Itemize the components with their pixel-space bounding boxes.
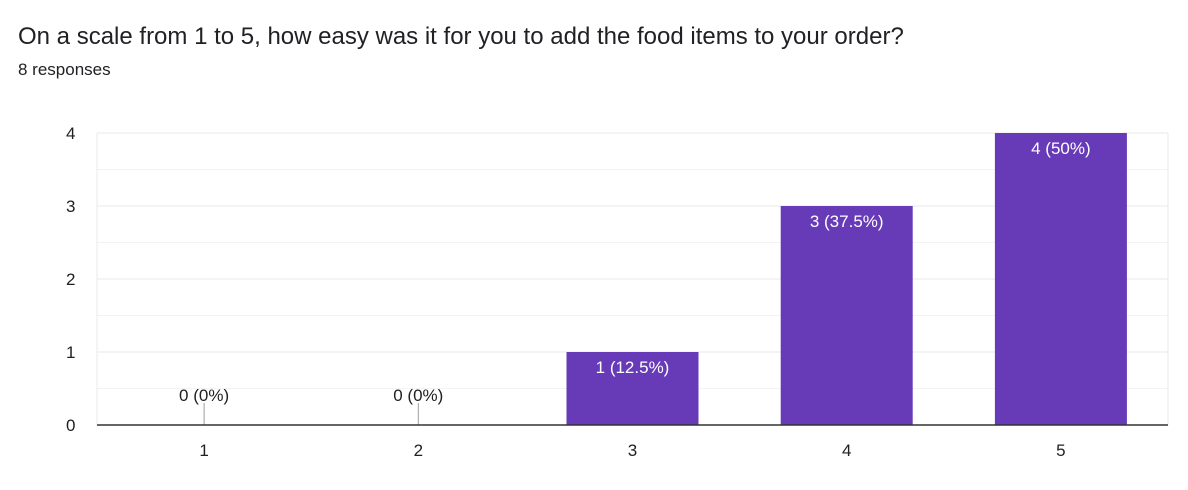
data-label: 4 (50%) (1031, 139, 1091, 158)
x-tick-label: 5 (1056, 441, 1065, 460)
y-tick-label: 2 (66, 270, 75, 289)
bar (994, 133, 1127, 425)
y-tick-label: 0 (66, 416, 75, 435)
x-tick-label: 2 (414, 441, 423, 460)
question-title: On a scale from 1 to 5, how easy was it … (18, 23, 904, 50)
data-label: 1 (12.5%) (596, 358, 670, 377)
x-tick-label: 1 (199, 441, 208, 460)
data-label: 0 (0%) (179, 386, 229, 405)
y-tick-label: 1 (66, 343, 75, 362)
y-tick-label: 3 (66, 197, 75, 216)
x-tick-label: 3 (628, 441, 637, 460)
data-label: 3 (37.5%) (810, 212, 884, 231)
response-count: 8 responses (18, 60, 111, 79)
bar (780, 206, 913, 425)
x-tick-label: 4 (842, 441, 851, 460)
data-label: 0 (0%) (393, 386, 443, 405)
bar (566, 352, 699, 425)
y-tick-label: 4 (66, 124, 75, 143)
